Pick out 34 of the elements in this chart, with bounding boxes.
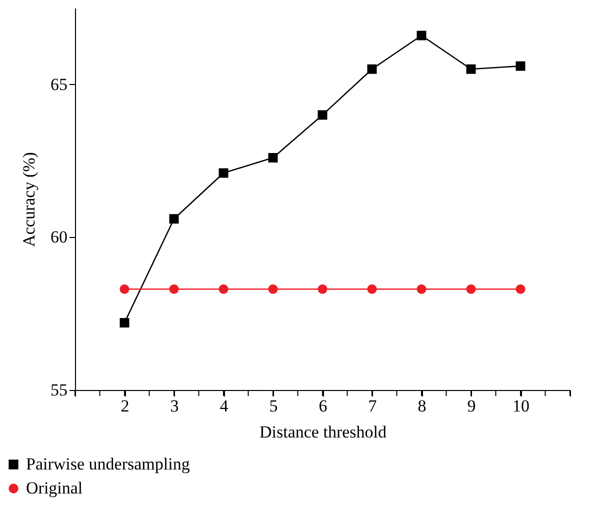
legend-label: Original [26, 478, 83, 498]
y-tick-label: 60 [50, 228, 68, 247]
x-tick-label: 9 [467, 396, 476, 416]
x-tick-label: 5 [269, 396, 278, 416]
legend-label: Pairwise undersampling [26, 454, 190, 474]
point [416, 284, 426, 294]
point [268, 284, 278, 294]
y-axis-title: Accuracy (%) [20, 152, 38, 247]
point [318, 284, 328, 294]
point [120, 284, 130, 294]
point [516, 61, 526, 71]
x-axis-title: Distance threshold [260, 422, 387, 442]
x-tick-label: 7 [368, 396, 378, 416]
point [416, 30, 426, 40]
x-tick-label: 10 [512, 396, 530, 416]
point [318, 110, 328, 120]
point [169, 284, 179, 294]
x-tick-label: 3 [170, 396, 179, 416]
x-tick-label: 2 [120, 396, 130, 416]
point [367, 284, 377, 294]
point [367, 64, 377, 74]
point [218, 168, 228, 178]
x-tick-label: 8 [418, 396, 426, 416]
y-tick-label: 55 [50, 380, 68, 400]
point [268, 153, 278, 162]
point [218, 284, 228, 294]
point [466, 64, 476, 74]
y-tick-label: 65 [50, 74, 68, 94]
x-tick-label: 4 [220, 396, 229, 416]
x-tick-label: 6 [318, 396, 328, 416]
point [516, 284, 526, 294]
point [466, 284, 476, 294]
point [120, 318, 130, 328]
point [169, 214, 179, 224]
